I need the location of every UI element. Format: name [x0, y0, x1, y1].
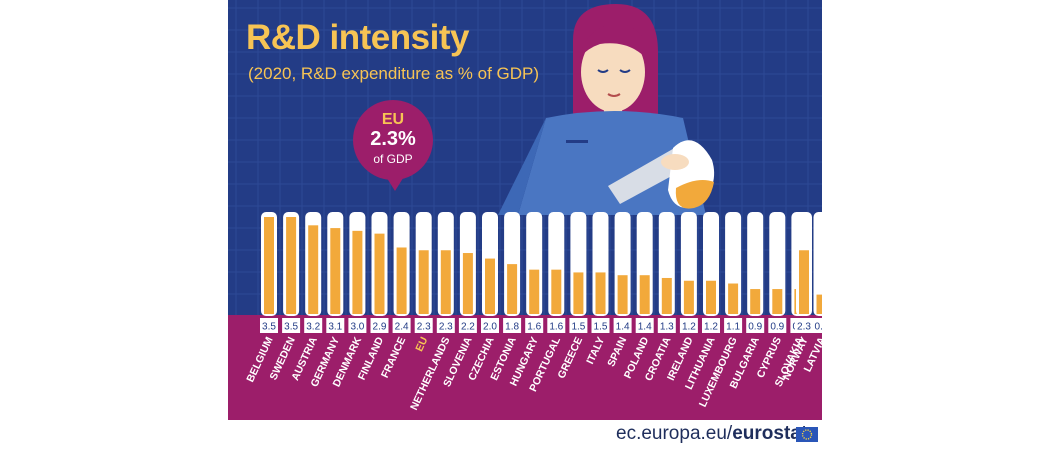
- value-label-greece: 1.5: [571, 322, 585, 333]
- value-box-finland: [370, 318, 389, 333]
- footer-brand: eurostat: [732, 423, 808, 444]
- value-label-luxembourg: 1.1: [726, 322, 740, 333]
- value-label-germany: 3.1: [328, 322, 342, 333]
- tube-latvia: [813, 212, 822, 316]
- infographic-panel: 3.5 3.5 3.2 3.1 3.0 2.9 2.4 2.3 2.3 2.2 2.0 1.8 1.6 1…: [228, 0, 822, 420]
- value-box-ireland: [679, 318, 698, 333]
- value-label-portugal: 1.6: [549, 322, 563, 333]
- bar-bulgaria: [750, 289, 761, 314]
- chart-svg: 3.5 3.5 3.2 3.1 3.0 2.9 2.4 2.3 2.3 2.2 2.0 1.8 1.6 1…: [228, 0, 822, 420]
- eu-flag-icon: [796, 427, 818, 442]
- value-box-greece: [569, 318, 588, 333]
- value-box-eu: [414, 318, 433, 333]
- value-label-eu: 2.3: [417, 322, 431, 333]
- scientist-illustration: [498, 4, 715, 215]
- value-box-bulgaria: [746, 318, 765, 333]
- value-box-latvia: [812, 318, 822, 333]
- value-label-poland: 1.4: [638, 322, 652, 333]
- footer-source[interactable]: ec.europa.eu/eurostat: [616, 423, 807, 445]
- value-label-france: 2.4: [395, 322, 409, 333]
- bar-cyprus: [772, 289, 783, 314]
- value-box-denmark: [348, 318, 367, 333]
- bar-croatia: [661, 277, 672, 314]
- eu-callout-value: 2.3%: [370, 128, 416, 150]
- value-labels-group: 3.5 3.5 3.2 3.1 3.0 2.9 2.4 2.3 2.3 2.2 2.0 1.8 1.6 1…: [260, 318, 822, 333]
- eu-callout-tail: [385, 175, 405, 191]
- bar-lithuania: [706, 280, 716, 314]
- bar-hungary: [529, 269, 540, 314]
- value-box-slovenia: [458, 318, 477, 333]
- footer-site: ec.europa.eu/: [616, 423, 733, 444]
- grid-lines: [228, 0, 822, 315]
- bar-norway: [799, 250, 809, 314]
- value-label-finland: 2.9: [373, 322, 387, 333]
- value-box-belgium: [260, 318, 278, 333]
- value-box-germany: [326, 318, 345, 333]
- value-box-cyprus: [768, 318, 787, 333]
- tubes-group: [261, 212, 822, 316]
- bar-luxembourg: [728, 283, 739, 314]
- bar-greece: [573, 272, 584, 314]
- value-label-sweden: 3.5: [284, 322, 298, 333]
- bar-ireland: [683, 280, 694, 314]
- value-label-latvia: 0.7: [815, 322, 822, 333]
- value-label-italy: 1.5: [594, 322, 608, 333]
- bar-poland: [639, 275, 650, 314]
- value-label-bulgaria: 0.9: [748, 322, 762, 333]
- bar-germany: [330, 228, 341, 314]
- value-label-netherlands: 2.3: [439, 322, 453, 333]
- bar-italy: [595, 272, 606, 314]
- value-box-norway: [795, 318, 813, 333]
- bar-sweden: [286, 217, 297, 314]
- value-box-czechia: [481, 318, 499, 333]
- value-label-norway: 2.3: [797, 322, 811, 333]
- bar-netherlands: [440, 250, 451, 314]
- value-box-sweden: [282, 318, 301, 333]
- value-box-portugal: [547, 318, 566, 333]
- value-label-lithuania: 1.2: [704, 322, 718, 333]
- value-label-austria: 3.2: [306, 322, 320, 333]
- chart-title: R&D intensity: [246, 18, 469, 57]
- bar-denmark: [352, 230, 363, 314]
- bar-estonia: [507, 264, 518, 314]
- value-box-italy: [591, 318, 610, 333]
- eu-callout-bubble: EU 2.3% of GDP: [353, 100, 433, 180]
- value-box-lithuania: [702, 318, 720, 333]
- value-box-france: [392, 318, 411, 333]
- value-label-croatia: 1.3: [660, 322, 674, 333]
- bar-latvia: [816, 294, 822, 314]
- value-label-hungary: 1.6: [527, 322, 541, 333]
- value-label-estonia: 1.8: [505, 322, 519, 333]
- category-label-eu: EU: [413, 335, 430, 353]
- bar-france: [396, 247, 407, 314]
- value-box-luxembourg: [724, 318, 743, 333]
- value-label-czechia: 2.0: [483, 322, 497, 333]
- chart-subtitle: (2020, R&D expenditure as % of GDP): [248, 64, 540, 83]
- value-box-estonia: [503, 318, 522, 333]
- value-label-slovenia: 2.2: [461, 322, 475, 333]
- bar-slovenia: [462, 253, 473, 314]
- value-box-hungary: [525, 318, 544, 333]
- value-box-netherlands: [436, 318, 455, 333]
- eu-callout-label: EU: [381, 111, 405, 128]
- value-label-cyprus: 0.9: [770, 322, 784, 333]
- value-box-austria: [304, 318, 323, 333]
- value-box-spain: [613, 318, 632, 333]
- bar-eu: [418, 250, 429, 314]
- value-label-belgium: 3.5: [262, 322, 276, 333]
- bar-spain: [617, 275, 628, 314]
- value-label-denmark: 3.0: [350, 322, 364, 333]
- flask-icon: [675, 180, 714, 209]
- value-label-ireland: 1.2: [682, 322, 696, 333]
- bar-czechia: [485, 258, 495, 314]
- eu-callout-unit: of GDP: [373, 152, 413, 166]
- value-box-poland: [635, 318, 654, 333]
- value-label-spain: 1.4: [616, 322, 630, 333]
- bar-belgium: [264, 217, 274, 314]
- bar-finland: [374, 233, 385, 314]
- value-box-croatia: [657, 318, 676, 333]
- bar-austria: [308, 225, 319, 314]
- bar-portugal: [551, 269, 562, 314]
